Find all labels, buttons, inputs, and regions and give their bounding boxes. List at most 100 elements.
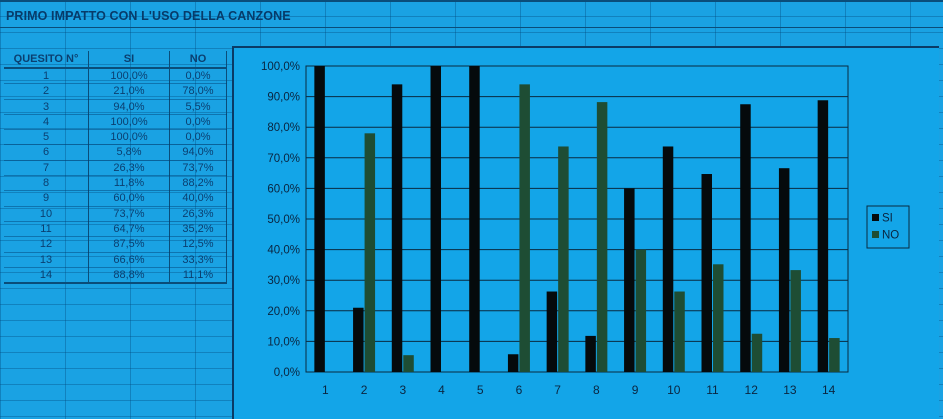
x-tick-label: 5 [477, 383, 484, 397]
cell-no[interactable]: 0,0% [169, 114, 227, 131]
bar-si[interactable] [314, 66, 325, 372]
bar-si[interactable] [662, 146, 674, 372]
cell-no[interactable]: 73,7% [169, 160, 227, 177]
cell-quesito[interactable]: 6 [4, 144, 89, 161]
x-tick-label: 11 [706, 383, 719, 397]
header-no[interactable]: NO [169, 51, 227, 69]
cell-no[interactable]: 78,0% [169, 83, 227, 100]
cell-quesito[interactable]: 5 [4, 129, 89, 146]
legend-label-si: SI [882, 213, 893, 225]
cell-si[interactable]: 100,0% [88, 68, 170, 85]
cell-quesito[interactable]: 1 [4, 68, 89, 85]
cell-no[interactable]: 26,3% [169, 206, 227, 222]
table-row: 7 26,3% 73,7% [4, 160, 227, 177]
cell-si[interactable]: 66,6% [88, 252, 170, 268]
legend-label-no: NO [882, 230, 899, 242]
y-tick-label: 0,0% [274, 367, 300, 379]
y-tick-label: 50,0% [267, 214, 300, 226]
cell-quesito[interactable]: 7 [4, 160, 89, 177]
bar-chart: 0,0% 10,0% 20,0% 30,0% 40,0% 50,0% 60,0% 70,0% 8… [261, 61, 910, 397]
header-quesito[interactable]: QUESITO N° [4, 51, 89, 69]
y-tick-label: 30,0% [267, 275, 300, 287]
cell-si[interactable]: 64,7% [88, 221, 170, 238]
x-tick-label: 12 [745, 383, 759, 397]
bar-no[interactable] [635, 249, 647, 372]
cell-no[interactable]: 0,0% [169, 129, 227, 146]
cell-si[interactable]: 26,3% [88, 160, 170, 177]
header-si[interactable]: SI [88, 51, 170, 69]
legend-swatch-si [872, 214, 879, 221]
bar-si[interactable] [546, 291, 558, 372]
table-row: 5 100,0% 0,0% [4, 129, 227, 146]
bar-si[interactable] [817, 100, 829, 372]
bar-no[interactable] [558, 146, 569, 372]
cell-si[interactable]: 21,0% [88, 83, 170, 100]
bar-si[interactable] [391, 84, 403, 373]
bar-si[interactable] [507, 354, 519, 372]
x-tick-label: 2 [361, 383, 368, 397]
cell-no[interactable]: 33,3% [169, 252, 227, 268]
bar-si[interactable] [585, 335, 596, 372]
cell-quesito[interactable]: 4 [4, 114, 89, 131]
cell-quesito[interactable]: 3 [4, 99, 89, 115]
cell-si[interactable]: 73,7% [88, 206, 170, 222]
title-row: PRIMO IMPATTO CON L'USO DELLA CANZONE [0, 0, 943, 28]
legend-box [866, 205, 910, 249]
cell-no[interactable]: 88,2% [169, 175, 227, 192]
table-row: 14 88,8% 11,1% [4, 267, 227, 285]
cell-quesito[interactable]: 8 [4, 175, 89, 192]
chart-area[interactable]: 0,0% 10,0% 20,0% 30,0% 40,0% 50,0% 60,0% 70,0% 8… [232, 46, 939, 419]
cell-si[interactable]: 5,8% [88, 144, 170, 161]
cell-no[interactable]: 40,0% [169, 190, 227, 207]
bar-no[interactable] [751, 333, 763, 372]
cell-no[interactable]: 94,0% [169, 144, 227, 161]
cell-quesito[interactable]: 2 [4, 83, 89, 100]
table-row: 2 21,0% 78,0% [4, 83, 227, 100]
cell-no[interactable]: 5,5% [169, 99, 227, 115]
bar-no[interactable] [596, 102, 608, 372]
x-tick-label: 10 [667, 383, 681, 397]
x-tick-label: 3 [399, 383, 406, 397]
table-row: 8 11,8% 88,2% [4, 175, 227, 192]
cell-si[interactable]: 87,5% [88, 236, 170, 253]
bar-no[interactable] [790, 270, 801, 372]
bar-si[interactable] [740, 104, 751, 372]
cell-si[interactable]: 11,8% [88, 175, 170, 192]
bar-no[interactable] [364, 133, 376, 372]
y-tick-label: 80,0% [267, 122, 300, 134]
bar-si[interactable] [778, 168, 790, 372]
cell-si[interactable]: 60,0% [88, 190, 170, 207]
bar-si[interactable] [624, 188, 635, 372]
cell-quesito[interactable]: 12 [4, 236, 89, 253]
cell-no[interactable]: 11,1% [169, 267, 227, 285]
sheet-title: PRIMO IMPATTO CON L'USO DELLA CANZONE [6, 9, 291, 23]
cell-no[interactable]: 35,2% [169, 221, 227, 238]
y-tick-label: 10,0% [267, 336, 300, 348]
cell-si[interactable]: 88,8% [88, 267, 170, 285]
cell-no[interactable]: 12,5% [169, 236, 227, 253]
table-row: 1 100,0% 0,0% [4, 68, 227, 85]
bar-no[interactable] [674, 291, 685, 372]
bar-si[interactable] [701, 174, 713, 372]
cell-si[interactable]: 100,0% [88, 114, 170, 131]
table-row: 4 100,0% 0,0% [4, 114, 227, 131]
bar-no[interactable] [519, 84, 530, 373]
cell-quesito[interactable]: 9 [4, 190, 89, 207]
bar-si[interactable] [353, 307, 364, 372]
cell-quesito[interactable]: 13 [4, 252, 89, 268]
x-tick-label: 6 [516, 383, 523, 397]
bar-si[interactable] [430, 66, 442, 372]
cell-quesito[interactable]: 14 [4, 267, 89, 285]
bar-no[interactable] [403, 355, 414, 372]
x-tick-label: 1 [322, 383, 329, 397]
table-row: 6 5,8% 94,0% [4, 144, 227, 161]
bar-no[interactable] [713, 264, 724, 372]
cell-quesito[interactable]: 11 [4, 221, 89, 238]
cell-si[interactable]: 94,0% [88, 99, 170, 115]
bar-si[interactable] [469, 66, 480, 372]
table-row: 10 73,7% 26,3% [4, 206, 227, 222]
bar-no[interactable] [829, 338, 840, 372]
cell-quesito[interactable]: 10 [4, 206, 89, 222]
cell-si[interactable]: 100,0% [88, 129, 170, 146]
cell-no[interactable]: 0,0% [169, 68, 227, 85]
